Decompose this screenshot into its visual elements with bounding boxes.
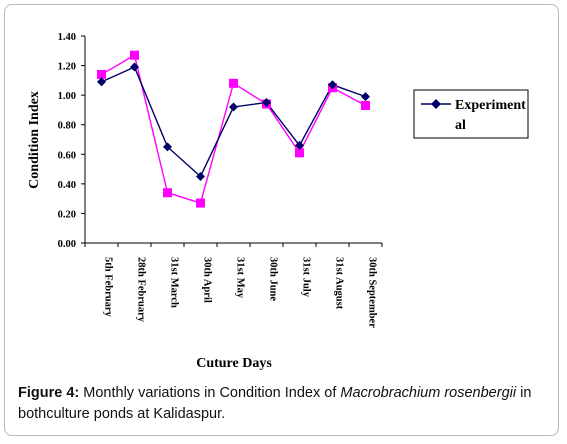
figure-caption: Figure 4: Monthly variations in Conditio… [18,383,553,425]
x-tick-label: 31st July [301,257,312,298]
y-axis-title: Condition Index [27,91,42,189]
series-markers [97,50,370,208]
diamond-marker [262,98,271,108]
x-tick-label: 31st August [334,257,345,310]
x-tick-labels: 5th February 28th February 31st March 30th … [103,257,378,328]
diamond-marker [130,62,139,72]
diamond-marker [97,77,106,87]
legend-label-line2: al [455,118,466,133]
diamond-marker [196,171,205,181]
y-tick-label: 0.20 [58,209,76,220]
y-tick-label: 1.40 [58,32,76,43]
diamond-marker [229,102,238,112]
caption-text-before: Monthly variations in Condition Index of [79,385,341,401]
x-tick-label: 31st May [235,257,246,299]
square-marker [163,188,172,198]
legend-box [413,89,529,139]
y-tick-label: 1.20 [58,62,76,73]
diamond-marker [361,92,370,102]
legend-label-line1: Experiment [455,98,526,113]
chart-axes [81,35,383,247]
caption-species: Macrobrachium rosenbergii [340,385,517,401]
y-tick-label: 0.80 [58,121,76,132]
y-tick-labels: 0.00 0.20 0.40 0.60 0.80 1.00 1.20 1.40 [58,32,76,250]
figure-frame [4,4,559,436]
y-tick-label: 0.40 [58,180,76,191]
caption-figure-label: Figure 4: [18,385,80,401]
series-line-square [101,54,366,204]
x-axis-title: Cuture Days [196,356,272,371]
square-marker [229,78,238,88]
x-tick-label: 30th September [367,257,378,328]
diamond-marker [328,80,337,90]
y-tick-label: 0.00 [58,239,76,250]
square-marker [97,69,106,79]
line-chart: 0.00 0.20 0.40 0.60 0.80 1.00 1.20 1.40 5th Feb… [27,32,529,371]
x-tick-label: 30th April [202,257,213,303]
series-lines [101,54,366,204]
diamond-marker [163,142,172,152]
square-marker [196,198,205,208]
legend: Experiment al [413,89,529,139]
diamond-marker [295,140,304,150]
y-tick-label: 0.60 [58,150,76,161]
y-tick-label: 1.00 [58,91,76,102]
x-tick-label: 31st March [169,257,180,308]
square-marker [130,50,139,60]
legend-marker [431,99,441,109]
square-marker [295,148,304,158]
x-tick-label: 5th February [103,257,114,318]
x-tick-label: 30th June [268,257,279,301]
caption-text-after: in bothculture ponds at Kalidaspur. [18,385,532,422]
x-tick-label: 28th February [136,257,147,323]
square-marker [361,100,370,110]
